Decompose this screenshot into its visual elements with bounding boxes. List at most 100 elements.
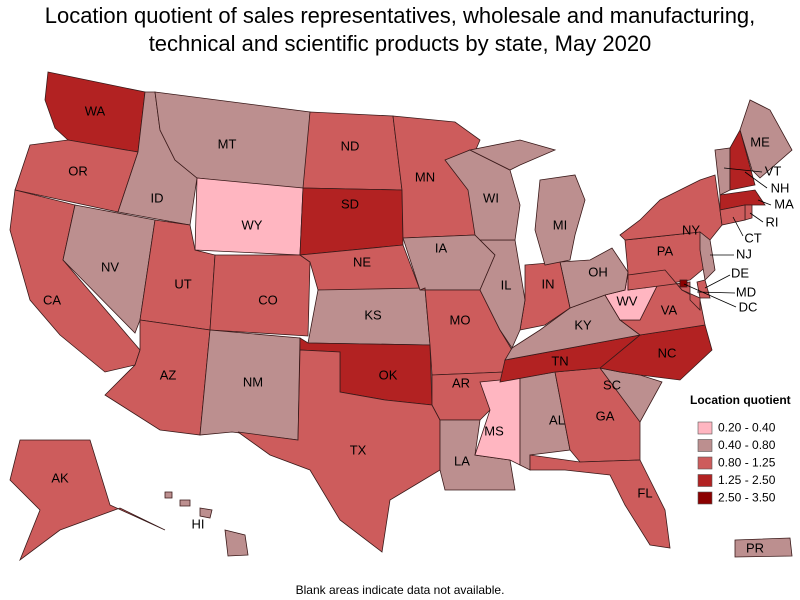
state-label: KS [364,307,382,322]
state-label: WA [85,103,106,118]
state-label: VT [765,163,782,178]
state [9,439,166,562]
state-label: TX [350,442,367,457]
state-label: ID [151,190,164,205]
state [529,454,671,549]
legend-label: 2.50 - 3.50 [718,491,776,505]
footnote: Blank areas indicate data not available. [296,583,505,597]
legend-swatch [697,456,713,470]
leader-line [744,171,768,189]
state-label: NH [771,180,790,195]
state-label: MT [218,136,237,151]
state [744,204,753,221]
state-label: WV [617,293,638,308]
legend-swatch [697,439,713,452]
leader-line [757,199,772,206]
state-label: PA [657,243,674,258]
state-label: MA [774,196,794,211]
state-label: AZ [160,367,177,382]
state-label: IA [435,240,448,255]
state-label: OK [379,367,398,382]
legend-title: Location quotient [690,393,791,407]
state-label: MN [415,169,435,184]
state-label: HI [192,516,205,531]
leader-line [749,212,764,223]
legend-swatch [697,421,713,435]
state-label: MD [736,284,756,299]
leader-line [704,274,731,289]
state-label: AK [51,470,69,485]
state [164,491,173,499]
state [62,204,156,334]
state-label: PR [746,540,764,555]
state-label: OR [68,163,88,178]
state-label: DE [731,265,749,280]
state-label: CA [43,292,61,307]
state-label: NV [101,259,119,274]
legend-label: 0.40 - 0.80 [718,438,776,452]
map-title: Location quotient of sales representativ… [44,3,756,56]
state [559,247,629,309]
state [679,279,688,288]
state-label: NC [658,345,677,360]
legend-label: 0.20 - 0.40 [718,421,776,435]
state-label: WI [483,190,499,205]
state-label: AR [452,375,470,390]
state-label: KY [574,317,592,332]
state-label: MS [484,423,504,438]
state-label: TN [551,353,568,368]
state [719,204,746,226]
state-labels: WA OR CA NV ID MT WY UT CO AZ NM ND SD NE KS OK TX MN IA MO… [43,103,794,555]
state-label: VA [661,302,678,317]
state-label: OH [588,264,608,279]
state [439,419,516,491]
state [619,174,723,241]
legend-swatch [697,491,713,505]
legend-label: 0.80 - 1.25 [718,456,776,470]
state-label: ME [750,134,770,149]
state [237,349,441,553]
state-label: RI [766,214,779,229]
state-label: NJ [736,246,752,261]
state [179,499,191,507]
state-label: ND [341,138,360,153]
state-label: NE [353,254,371,269]
state-label: IL [501,277,512,292]
state-label: AL [549,412,565,427]
state-label: MI [553,217,567,232]
state-label: FL [637,485,652,500]
leader-line [723,167,763,173]
state [209,254,311,337]
states [9,71,793,562]
state-label: NY [682,222,700,237]
state-label: MO [450,312,471,327]
state [696,279,711,299]
state-label: NM [243,374,263,389]
state-label: IN [542,276,555,291]
state [734,537,793,558]
state [739,99,793,179]
legend-label: 1.25 - 2.50 [718,473,776,487]
state-label: CO [258,292,278,307]
state-label: LA [454,453,470,468]
state [199,507,213,519]
leader-line [732,216,744,237]
state [224,529,249,557]
state-label: UT [174,276,191,291]
state-label: DC [739,299,758,314]
state [699,231,716,281]
legend: 0.20 - 0.40 0.40 - 0.80 0.80 - 1.25 1.25 - … [697,421,776,505]
state-label: WY [242,217,263,232]
legend-swatch [697,474,713,487]
leader-line [683,283,737,308]
state [479,239,526,349]
state [627,269,701,311]
state [468,139,557,171]
state-label: SD [341,196,359,211]
state-label: SC [603,377,621,392]
state-label: CT [744,230,761,245]
state-label: GA [596,408,615,423]
state [534,174,586,266]
